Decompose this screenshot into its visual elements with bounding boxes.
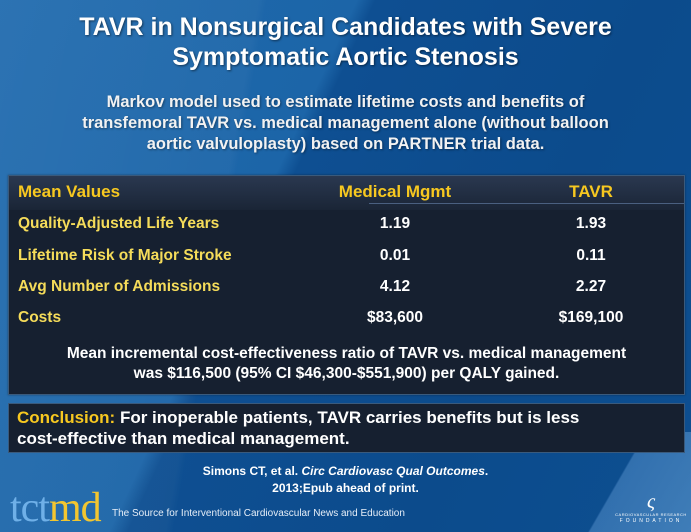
crf-swirl-icon: ς: [646, 491, 656, 513]
crf-logo: ς CARDIOVASCULAR RESEARCH FOUNDATION: [614, 492, 688, 525]
citation-authors: Simons CT, et al.: [202, 464, 302, 478]
header-tavr: TAVR: [569, 182, 613, 201]
crf-name: CARDIOVASCULAR RESEARCH: [615, 512, 687, 517]
title-line-2: Symptomatic Aortic Stenosis: [172, 43, 519, 71]
row-label-costs: Costs: [18, 309, 62, 326]
citation-journal: Circ Cardiovasc Qual Outcomes: [301, 464, 485, 478]
results-table: Mean Values Medical Mgmt TAVR Quality-Ad…: [8, 175, 685, 395]
conclusion-box: Conclusion: For inoperable patients, TAV…: [8, 403, 685, 453]
icer-line-2: was $116,500 (95% CI $46,300-$551,900) p…: [133, 365, 560, 382]
citation: Simons CT, et al. Circ Cardiovasc Qual O…: [0, 463, 691, 497]
row-label-stroke: Lifetime Risk of Major Stroke: [18, 247, 232, 264]
admissions-tavr: 2.27: [575, 278, 607, 295]
logo-md: md: [48, 485, 102, 531]
stroke-tavr: 0.11: [576, 247, 606, 264]
citation-period: .: [484, 464, 489, 478]
subtitle-line-3: aortic valvuloplasty) based on PARTNER t…: [146, 135, 545, 153]
icer-note: Mean incremental cost-effectiveness rati…: [19, 344, 674, 384]
subtitle-line-2: transfemoral TAVR vs. medical management…: [82, 114, 609, 132]
subtitle-line-1: Markov model used to estimate lifetime c…: [106, 93, 585, 111]
header-divider: [369, 203, 684, 204]
row-label-admissions: Avg Number of Admissions: [18, 278, 221, 295]
header-medical-mgmt: Medical Mgmt: [338, 182, 452, 201]
title-line-1: TAVR in Nonsurgical Candidates with Seve…: [79, 13, 612, 41]
stroke-medical: 0.01: [379, 247, 411, 264]
costs-medical: $83,600: [366, 309, 424, 326]
admissions-medical: 4.12: [379, 278, 411, 295]
conclusion-line-1: For inoperable patients, TAVR carries be…: [115, 408, 580, 427]
conclusion-text: Conclusion: For inoperable patients, TAV…: [17, 407, 677, 449]
conclusion-line-2: cost-effective than medical management.: [17, 429, 350, 448]
qaly-tavr: 1.93: [575, 215, 607, 232]
slide-title: TAVR in Nonsurgical Candidates with Seve…: [0, 12, 691, 72]
conclusion-label: Conclusion:: [17, 408, 116, 427]
table-header: [9, 176, 684, 210]
citation-line-2: 2013;Epub ahead of print.: [272, 481, 419, 495]
tctmd-logo: tctmd: [10, 485, 102, 531]
row-label-qaly: Quality-Adjusted Life Years: [18, 215, 220, 232]
qaly-medical: 1.19: [379, 215, 411, 232]
costs-tavr: $169,100: [558, 309, 624, 326]
crf-foundation: FOUNDATION: [619, 518, 683, 524]
slide-subtitle: Markov model used to estimate lifetime c…: [20, 92, 671, 155]
logo-tct: tct: [10, 485, 50, 531]
footer-tagline: The Source for Interventional Cardiovasc…: [112, 508, 405, 519]
icer-line-1: Mean incremental cost-effectiveness rati…: [66, 345, 627, 362]
header-mean-values: Mean Values: [18, 182, 121, 201]
